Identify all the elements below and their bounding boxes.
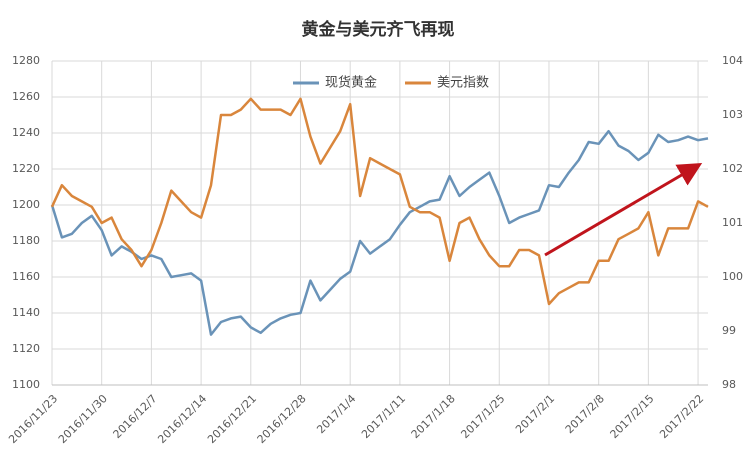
x-tick-label: 2016/12/7 bbox=[111, 392, 160, 441]
legend-label: 美元指数 bbox=[437, 76, 489, 91]
y2-tick-label: 102 bbox=[722, 162, 743, 175]
series-line bbox=[50, 129, 709, 336]
grid bbox=[51, 60, 708, 386]
y-tick-label: 1220 bbox=[12, 162, 40, 175]
x-tick-label: 2017/1/4 bbox=[314, 392, 358, 436]
x-tick-label: 2017/2/15 bbox=[608, 392, 657, 441]
x-tick-label: 2017/1/25 bbox=[458, 392, 507, 441]
y2-tick-label: 103 bbox=[722, 108, 743, 121]
y-tick-label: 1140 bbox=[12, 306, 40, 319]
x-tick-label: 2016/12/21 bbox=[205, 392, 259, 446]
x-tick-label: 2016/12/28 bbox=[255, 392, 309, 446]
y-tick-label: 1180 bbox=[12, 234, 40, 247]
x-tick-label: 2017/1/11 bbox=[359, 392, 408, 441]
y-tick-label: 1200 bbox=[12, 198, 40, 211]
trend-arrow bbox=[544, 162, 703, 257]
legend-label: 现货黄金 bbox=[325, 75, 377, 91]
y2-tick-label: 99 bbox=[722, 324, 736, 337]
x-tick-label: 2016/11/23 bbox=[6, 392, 60, 446]
series-line bbox=[50, 97, 709, 306]
y2-tick-label: 98 bbox=[722, 378, 736, 391]
y-tick-label: 1240 bbox=[12, 126, 40, 139]
y-tick-label: 1160 bbox=[12, 270, 40, 283]
x-tick-label: 2016/12/14 bbox=[155, 392, 209, 446]
plot bbox=[50, 97, 709, 336]
y-tick-label: 1260 bbox=[12, 90, 40, 103]
y-tick-label: 1120 bbox=[12, 342, 40, 355]
x-tick-label: 2017/1/18 bbox=[409, 392, 458, 441]
chart-title: 黄金与美元齐飞再现 bbox=[302, 19, 455, 40]
x-tick-label: 2016/11/30 bbox=[56, 392, 110, 446]
y-tick-label: 1280 bbox=[12, 54, 40, 67]
y2-tick-label: 100 bbox=[722, 270, 743, 283]
x-tick-label: 2017/2/1 bbox=[513, 392, 557, 436]
x-tick-label: 2017/2/8 bbox=[563, 392, 607, 436]
y2-tick-label: 101 bbox=[722, 216, 743, 229]
x-tick-label: 2017/2/22 bbox=[657, 392, 706, 441]
y-tick-label: 1100 bbox=[12, 378, 40, 391]
y2-tick-label: 104 bbox=[722, 54, 743, 67]
